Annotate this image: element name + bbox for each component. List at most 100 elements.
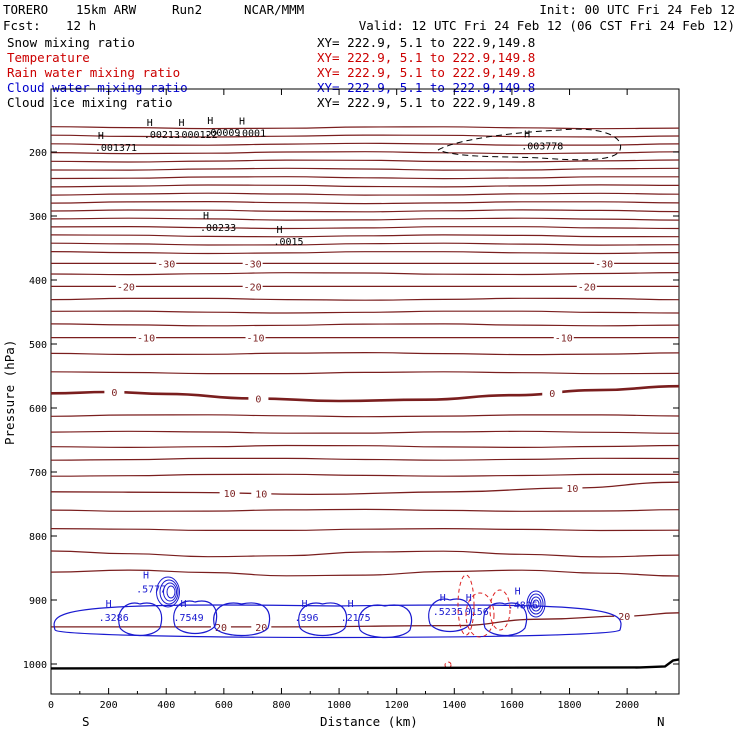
- cloud-water-max-marker: H: [440, 593, 446, 604]
- legend-field-extent: XY= 222.9, 5.1 to 222.9,149.8: [317, 35, 535, 50]
- temperature-label: -20: [578, 282, 596, 293]
- temperature-label-bg: [542, 386, 563, 399]
- isentrope-line: [50, 225, 680, 230]
- cloud-water-max-marker: H: [143, 570, 149, 581]
- x-tick-label: 1400: [442, 700, 466, 711]
- x-tick-label: 400: [157, 700, 175, 711]
- temperature-label-bg: [594, 257, 615, 270]
- isentrope-line: [50, 508, 680, 512]
- temperature-label: 20: [618, 612, 630, 623]
- cloud-water-max-value: .396: [295, 613, 319, 624]
- cloud-water-core-contour: [526, 590, 546, 618]
- temperature-label-bg: [245, 331, 266, 344]
- cloud-water-core-contour: [532, 599, 540, 609]
- isentrope-line: [50, 371, 680, 375]
- temperature-label-bg: [104, 386, 125, 399]
- isentrope-line: [50, 242, 680, 246]
- isentrope-line: [50, 527, 680, 532]
- isentrope-line: [50, 473, 680, 477]
- legend-field-extent: XY= 222.9, 5.1 to 222.9,149.8: [317, 95, 535, 110]
- cloud-water-max-marker: H: [466, 593, 472, 604]
- axes: 0 200 400 600 800 1000 1200 1400 1600 1800 2000200…: [23, 89, 679, 711]
- fcst-value: 12 h: [66, 18, 96, 33]
- isentrope-line: [50, 151, 680, 155]
- y-tick-label: 600: [29, 404, 47, 415]
- ice-max-marker: H: [178, 118, 184, 129]
- legend-field-name: Rain water mixing ratio: [7, 65, 180, 80]
- ice-max-value: .00009: [204, 128, 240, 139]
- cloud-water-core-contour: [156, 576, 180, 608]
- temperature-label: -10: [137, 334, 155, 345]
- rain-contour: [457, 574, 475, 636]
- temperature-label: 20: [215, 623, 227, 634]
- temperature-contour: [50, 612, 680, 628]
- cloud-water-contour: [428, 598, 473, 633]
- y-tick-label: 800: [29, 532, 47, 543]
- isentrope-line: [50, 200, 680, 205]
- ice-max-marker: H: [203, 211, 209, 222]
- isentrope-line: [50, 569, 680, 577]
- isentrope-line: [50, 192, 680, 196]
- ice-max-marker: H: [239, 117, 245, 128]
- isentrope-line: [50, 176, 679, 180]
- cloud-water-max-marker: H: [106, 599, 112, 610]
- legend-field-name: Cloud ice mixing ratio: [7, 95, 173, 110]
- temperature-label: -10: [555, 334, 573, 345]
- fcst-label: Fcst:: [3, 18, 41, 33]
- isentrope-line: [50, 251, 680, 255]
- valid-time: Valid: 12 UTC Fri 24 Feb 12 (06 CST Fri …: [359, 18, 735, 33]
- ice-max-value: .001371: [95, 143, 137, 154]
- x-tick-label: 1800: [557, 700, 581, 711]
- temperature-label: -10: [247, 334, 265, 345]
- x-tick-label: 1000: [327, 700, 351, 711]
- temperature-label-bg: [576, 280, 597, 293]
- isentrope-line: [50, 184, 680, 188]
- y-tick-label: 1000: [23, 660, 47, 671]
- init-time: Init: 00 UTC Fri 24 Feb 12: [539, 2, 735, 17]
- isentrope-line: [50, 550, 680, 558]
- ice-max-marker: H: [524, 130, 530, 141]
- cloud-water-core-contour: [530, 596, 542, 612]
- isentrope-line: [50, 142, 680, 146]
- cloud-water-max-value: .4806: [508, 600, 538, 611]
- temperature-label: -30: [244, 259, 262, 270]
- rain-contour: [465, 592, 495, 638]
- temperature-label-bg: [553, 331, 574, 344]
- cloud-water-core-contour: [166, 585, 176, 599]
- isentrope-line: [50, 310, 680, 314]
- x-tick-label: 200: [100, 700, 118, 711]
- y-tick-label: 900: [29, 596, 47, 607]
- isentrope-line: [50, 457, 680, 461]
- x-tick-label: 600: [215, 700, 233, 711]
- background-isentropes: [50, 126, 680, 577]
- cloud-water-contour: [173, 600, 218, 635]
- isentrope-line: [50, 323, 680, 327]
- temperature-label-bg: [115, 280, 136, 293]
- legend-field-name: Temperature: [7, 50, 90, 65]
- temperature-label: -20: [117, 282, 135, 293]
- south-label: S: [82, 714, 90, 729]
- rain-contour: [444, 661, 452, 669]
- cloud-water-max-marker: H: [301, 599, 307, 610]
- temperature-label: -30: [157, 259, 175, 270]
- cloud-water-max-value: .2175: [341, 613, 371, 624]
- x-axis-label: Distance (km): [320, 714, 418, 729]
- isentrope-line: [50, 272, 680, 276]
- isentrope-line: [50, 234, 680, 238]
- temperature-contour: [50, 481, 680, 496]
- cloud-water-max-marker: H: [180, 599, 186, 610]
- isentrope-line: [50, 167, 680, 171]
- x-tick-label: 2000: [615, 700, 639, 711]
- temperature-label-bg: [136, 331, 157, 344]
- temperature-label: 0: [549, 389, 555, 400]
- isentrope-line: [50, 297, 680, 301]
- cloud-water-contour: [53, 604, 622, 639]
- cloud-water-contour: [213, 602, 271, 637]
- cloud-water-core-contour: [163, 582, 177, 602]
- ice-max-value: .000122: [176, 130, 218, 141]
- temperature-contour: [50, 384, 680, 403]
- resolution: 15km ARW: [76, 2, 137, 17]
- y-tick-label: 500: [29, 340, 47, 351]
- cloud-water-max-value: .5235: [433, 607, 463, 618]
